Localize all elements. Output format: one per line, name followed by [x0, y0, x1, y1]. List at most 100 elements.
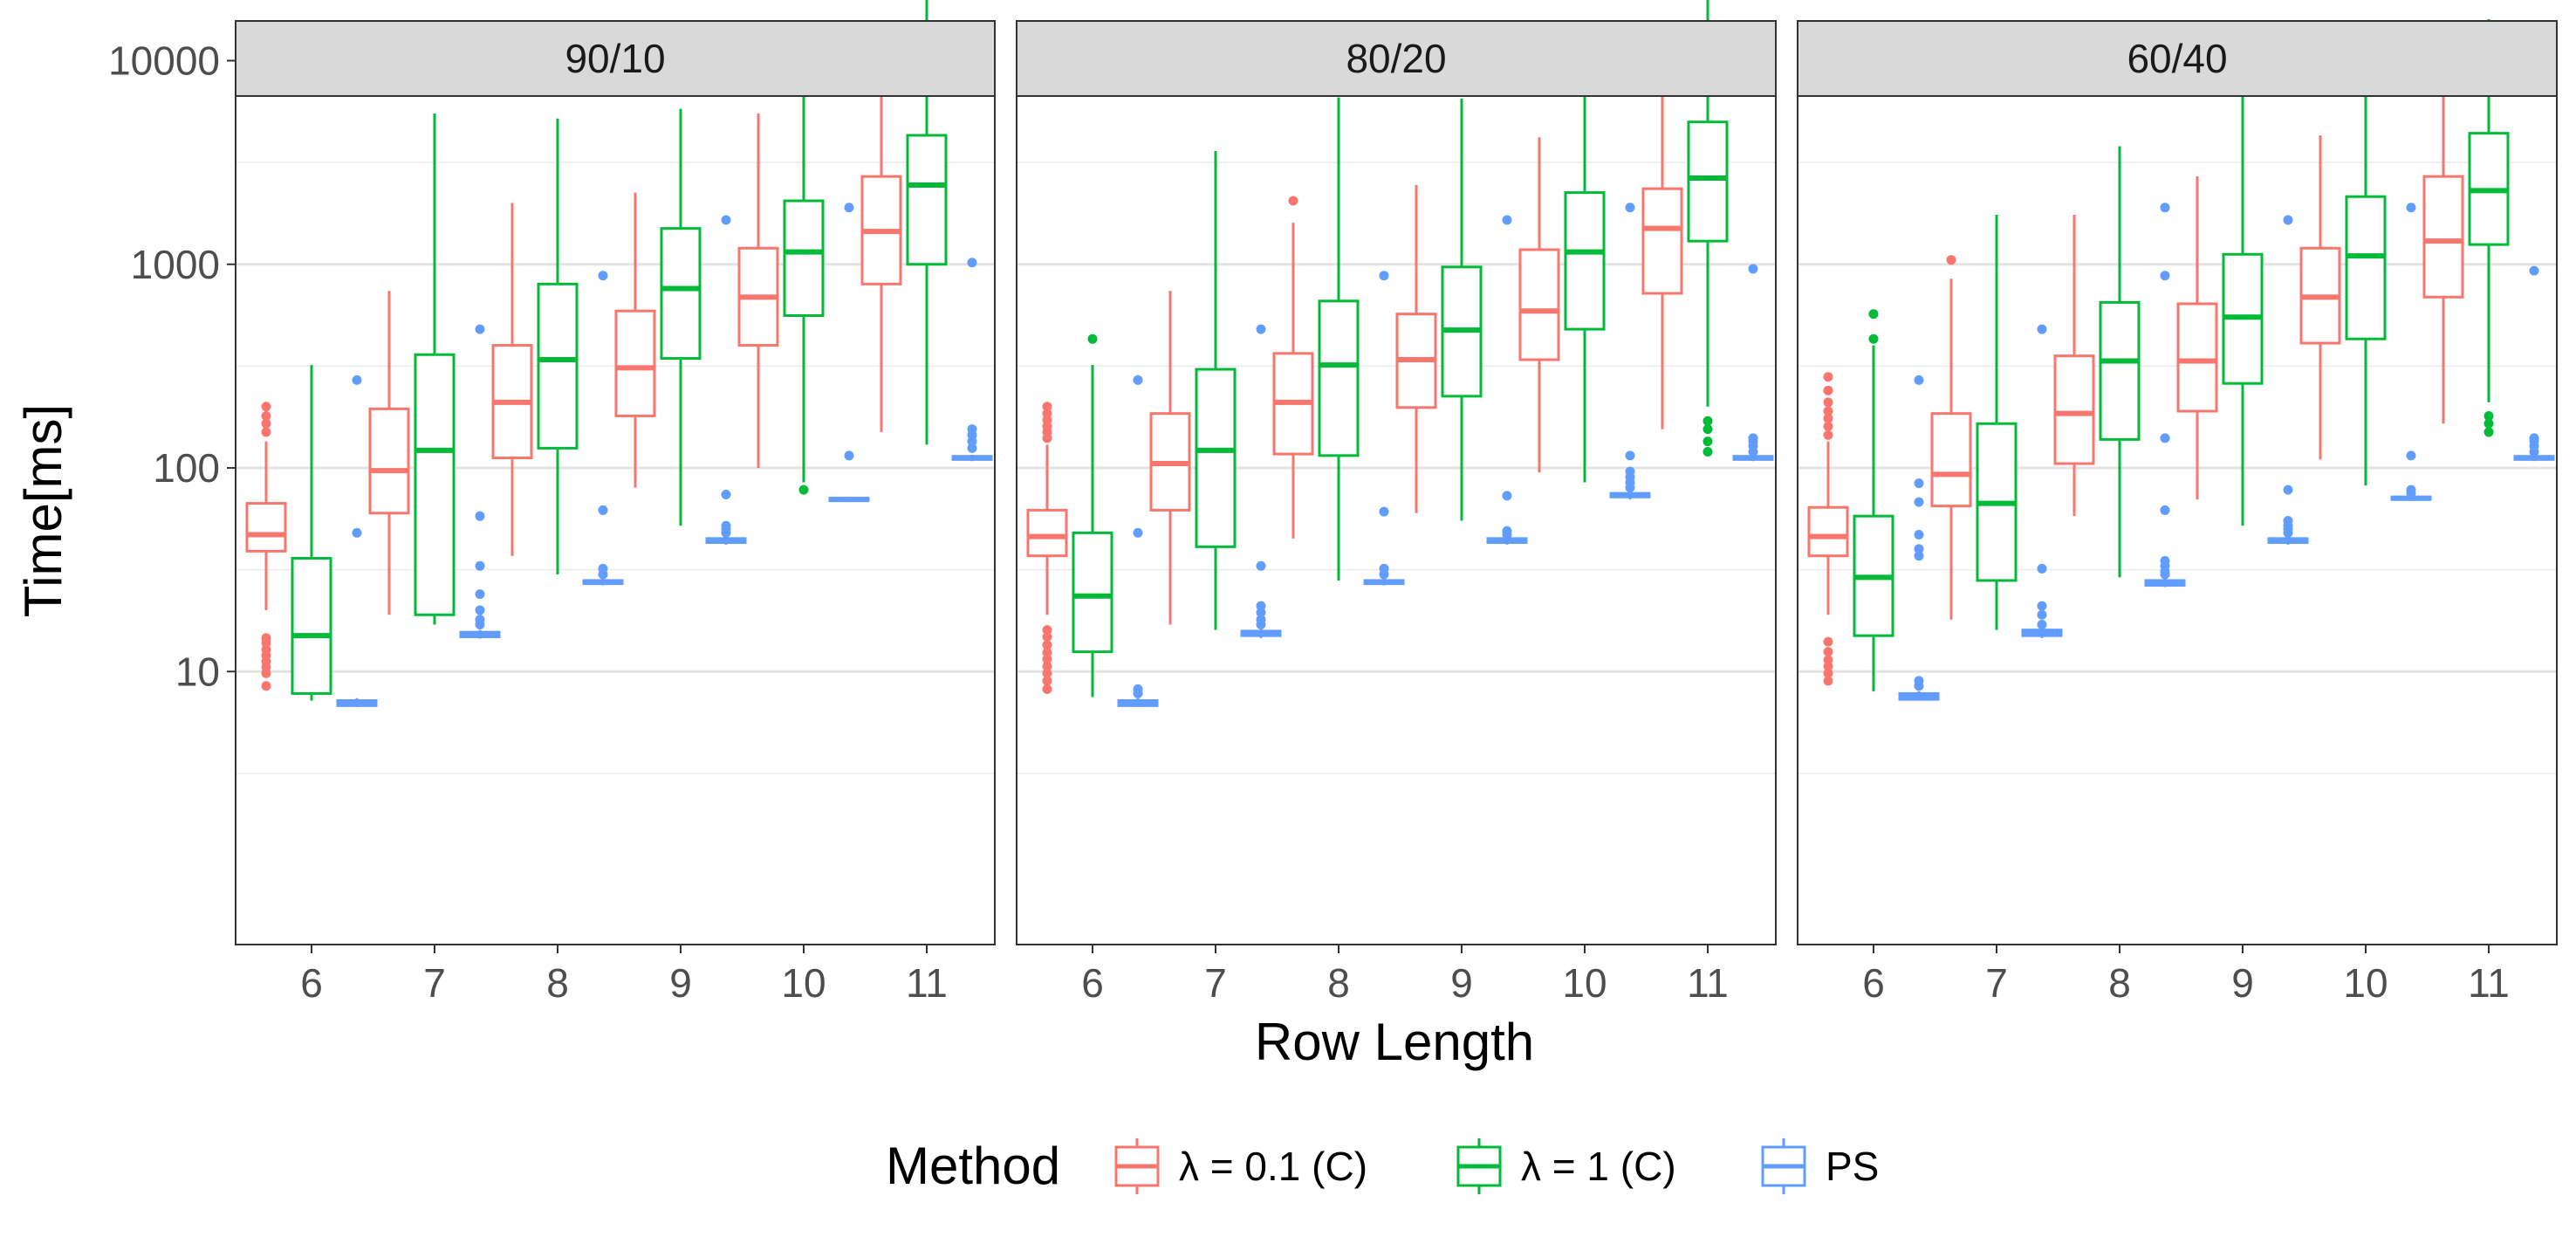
- outlier-point: [2406, 450, 2416, 461]
- facet-strip: [1797, 20, 2558, 97]
- box-ps-6: [336, 375, 378, 707]
- box-body: [906, 134, 948, 266]
- outlier-point: [261, 427, 271, 437]
- box-lambda_1-8: [1318, 97, 1360, 581]
- box-lambda_01-10: [737, 113, 779, 468]
- outlier-point: [2283, 516, 2293, 526]
- outlier-point: [2037, 609, 2047, 620]
- outlier-point: [2037, 619, 2047, 629]
- box-ps-9: [1486, 215, 1528, 545]
- box-lambda_01-9: [2176, 176, 2218, 500]
- outlier-point: [1625, 450, 1635, 461]
- box-lambda_1-9: [660, 108, 702, 526]
- x-axis-title: Row Length: [1255, 1013, 1534, 1071]
- outlier-point: [1823, 397, 1833, 408]
- outlier-point: [1823, 430, 1833, 440]
- facet-strip: [235, 20, 996, 97]
- outlier-point: [1914, 497, 1924, 507]
- box-lambda_1-7: [414, 113, 456, 625]
- box-body: [2099, 300, 2141, 441]
- outlier-point: [1042, 654, 1052, 664]
- box-lambda_01-9: [614, 192, 656, 488]
- y-tick-label: 10: [175, 649, 220, 694]
- outlier-point: [2160, 555, 2170, 566]
- outlier-point: [1868, 309, 1879, 320]
- outlier-point: [2283, 484, 2293, 495]
- facet-strip-label: 80/20: [1346, 36, 1446, 81]
- outlier-point: [1502, 491, 1512, 501]
- outlier-point: [1823, 636, 1833, 647]
- outlier-point: [1868, 333, 1879, 344]
- box-lambda_1-7: [1976, 215, 2018, 630]
- legend-label: λ = 0.1 (C): [1179, 1144, 1367, 1189]
- facet-strip-label: 60/40: [2127, 36, 2227, 81]
- x-tick-label: 6: [1862, 960, 1885, 1006]
- box-ps-8: [2144, 203, 2186, 588]
- outlier-point: [2484, 418, 2494, 429]
- box-ps-11: [2513, 265, 2555, 462]
- facet-panel-1: 90/10: [235, 0, 996, 945]
- box-ps-10: [828, 203, 870, 503]
- outlier-point: [721, 215, 731, 225]
- outlier-point: [1823, 413, 1833, 423]
- x-tick-label: 10: [1562, 960, 1607, 1006]
- outlier-point: [261, 410, 271, 421]
- outlier-point: [844, 203, 854, 213]
- outlier-point: [1914, 544, 1924, 554]
- y-axis-title: Time[ms]: [14, 404, 72, 617]
- outlier-point: [1133, 684, 1143, 694]
- x-tick-label: 10: [781, 960, 826, 1006]
- outlier-point: [1288, 196, 1298, 206]
- outlier-point: [2037, 324, 2047, 334]
- box-lambda_01-11: [860, 48, 902, 432]
- x-tick-label: 6: [1081, 960, 1104, 1006]
- x-tick-label: 11: [1687, 960, 1729, 1006]
- outlier-point: [1823, 647, 1833, 657]
- outlier-point: [475, 560, 485, 571]
- outlier-point: [1914, 375, 1924, 385]
- outlier-point: [1748, 433, 1758, 443]
- outlier-point: [2406, 203, 2416, 213]
- outlier-point: [1914, 676, 1924, 686]
- box-body: [660, 227, 702, 361]
- x-tick-label: 8: [546, 960, 569, 1006]
- box-lambda_01-6: [245, 402, 287, 691]
- box-lambda_01-7: [368, 291, 410, 615]
- x-tick-label: 9: [1450, 960, 1473, 1006]
- facet-panel-2: 80/20: [1016, 0, 1777, 945]
- box-lambda_01-7: [1930, 255, 1972, 620]
- outlier-point: [261, 402, 271, 412]
- outlier-point: [1914, 478, 1924, 489]
- box-ps-10: [1609, 203, 1651, 500]
- box-body: [537, 282, 579, 450]
- outlier-point: [1914, 529, 1924, 539]
- box-body: [2345, 195, 2387, 340]
- box-ps-9: [2267, 215, 2309, 545]
- box-lambda_01-10: [2299, 134, 2341, 460]
- box-body: [1641, 187, 1683, 295]
- outlier-point: [1256, 324, 1266, 334]
- outlier-point: [1042, 661, 1052, 671]
- outlier-point: [1823, 668, 1833, 678]
- box-lambda_1-10: [1564, 45, 1606, 483]
- facet-panel-3: 60/40: [1797, 18, 2558, 945]
- outlier-point: [1042, 647, 1052, 657]
- box-body: [614, 309, 656, 417]
- outlier-point: [1748, 264, 1758, 274]
- outlier-point: [1042, 640, 1052, 650]
- box-ps-11: [951, 258, 993, 462]
- box-ps-6: [1898, 375, 1940, 701]
- outlier-point: [2037, 563, 2047, 574]
- box-lambda_01-11: [2422, 56, 2464, 424]
- outlier-point: [1702, 436, 1713, 447]
- box-body: [1930, 412, 1972, 508]
- outlier-point: [1914, 551, 1924, 561]
- x-tick-label: 11: [906, 960, 948, 1006]
- outlier-point: [1133, 527, 1143, 538]
- x-tick-label: 7: [1985, 960, 2008, 1006]
- x-axis-ticks: 6 7 8 9 10 11 6 7 8 9 10 11 6 7 8 9 10 11: [300, 945, 2510, 1006]
- box-body: [1687, 120, 1729, 243]
- outlier-point: [798, 484, 809, 495]
- x-tick-label: 6: [300, 960, 323, 1006]
- box-lambda_1-6: [1853, 309, 1894, 691]
